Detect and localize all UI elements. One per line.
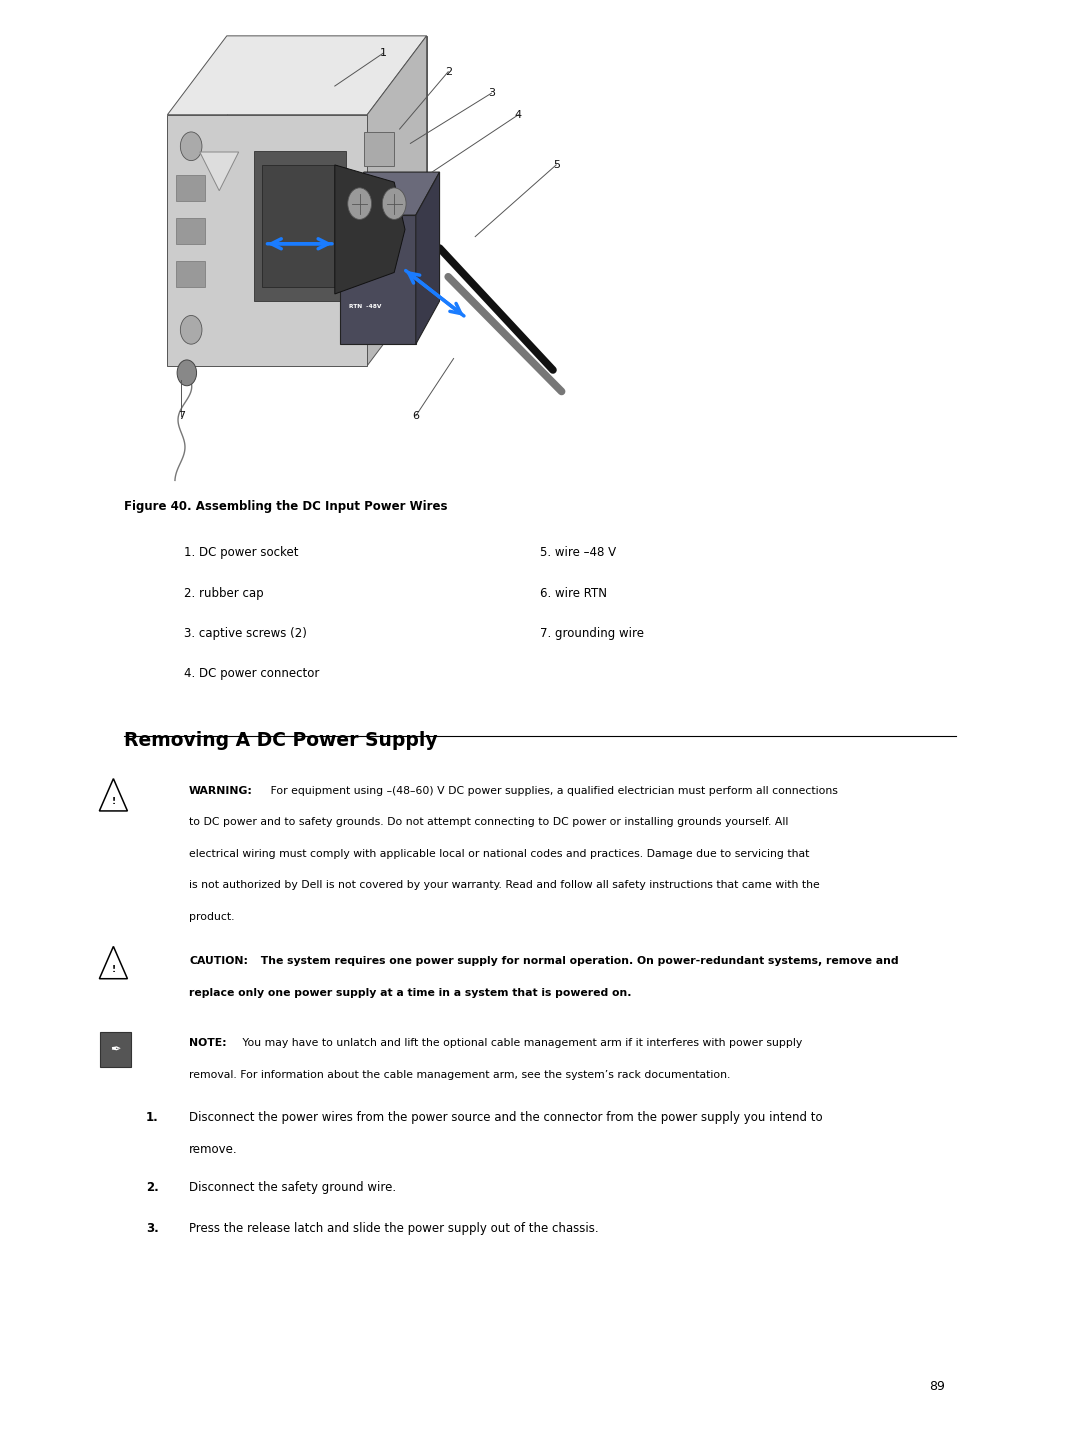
Text: 4. DC power connector: 4. DC power connector <box>184 667 319 680</box>
Text: 6: 6 <box>413 412 419 420</box>
Polygon shape <box>200 152 239 191</box>
FancyBboxPatch shape <box>100 1032 131 1067</box>
Polygon shape <box>176 261 205 287</box>
Text: 4: 4 <box>515 110 522 119</box>
Text: 2.: 2. <box>146 1180 159 1193</box>
Circle shape <box>348 188 372 219</box>
Polygon shape <box>416 172 440 344</box>
Text: 3.: 3. <box>146 1222 159 1235</box>
Text: Disconnect the safety ground wire.: Disconnect the safety ground wire. <box>189 1180 396 1193</box>
Polygon shape <box>254 151 346 301</box>
Polygon shape <box>262 165 337 287</box>
Polygon shape <box>335 165 405 294</box>
Polygon shape <box>176 218 205 244</box>
Text: 1.: 1. <box>146 1111 159 1124</box>
Text: 1: 1 <box>380 49 387 57</box>
Text: 89: 89 <box>929 1380 945 1392</box>
Text: 5: 5 <box>553 161 559 169</box>
Text: CAUTION:: CAUTION: <box>189 956 248 967</box>
Text: 2. rubber cap: 2. rubber cap <box>184 587 264 599</box>
Polygon shape <box>364 132 394 166</box>
Circle shape <box>382 188 406 219</box>
Text: electrical wiring must comply with applicable local or national codes and practi: electrical wiring must comply with appli… <box>189 849 809 859</box>
Text: The system requires one power supply for normal operation. On power-redundant sy: The system requires one power supply for… <box>257 956 899 967</box>
Text: 3: 3 <box>488 89 495 98</box>
Text: remove.: remove. <box>189 1143 238 1156</box>
Text: For equipment using –(48–60) V DC power supplies, a qualified electrician must p: For equipment using –(48–60) V DC power … <box>267 786 838 796</box>
Circle shape <box>180 315 202 344</box>
Text: replace only one power supply at a time in a system that is powered on.: replace only one power supply at a time … <box>189 988 632 998</box>
Polygon shape <box>176 175 205 201</box>
Text: RTN  -48V: RTN -48V <box>349 304 381 310</box>
Text: Press the release latch and slide the power supply out of the chassis.: Press the release latch and slide the po… <box>189 1222 598 1235</box>
Text: Removing A DC Power Supply: Removing A DC Power Supply <box>124 731 437 750</box>
Text: removal. For information about the cable management arm, see the system’s rack d: removal. For information about the cable… <box>189 1070 730 1080</box>
Text: Figure 40. Assembling the DC Input Power Wires: Figure 40. Assembling the DC Input Power… <box>124 500 448 513</box>
Text: 3. captive screws (2): 3. captive screws (2) <box>184 627 307 640</box>
Polygon shape <box>367 36 427 366</box>
Text: WARNING:: WARNING: <box>189 786 253 796</box>
Polygon shape <box>99 779 127 812</box>
Polygon shape <box>340 172 440 215</box>
Text: to DC power and to safety grounds. Do not attempt connecting to DC power or inst: to DC power and to safety grounds. Do no… <box>189 817 788 827</box>
Text: 6. wire RTN: 6. wire RTN <box>540 587 607 599</box>
Polygon shape <box>340 215 416 344</box>
Text: NOTE:: NOTE: <box>189 1038 227 1048</box>
Polygon shape <box>99 946 127 979</box>
Text: You may have to unlatch and lift the optional cable management arm if it interfe: You may have to unlatch and lift the opt… <box>239 1038 802 1048</box>
Circle shape <box>180 132 202 161</box>
Circle shape <box>177 360 197 386</box>
Text: 2: 2 <box>445 67 451 76</box>
Text: Disconnect the power wires from the power source and the connector from the powe: Disconnect the power wires from the powe… <box>189 1111 823 1124</box>
Text: ✒: ✒ <box>110 1043 121 1057</box>
Text: 7: 7 <box>178 412 185 420</box>
Text: 7. grounding wire: 7. grounding wire <box>540 627 644 640</box>
Polygon shape <box>227 36 427 287</box>
Text: !: ! <box>111 965 116 974</box>
Text: is not authorized by Dell is not covered by your warranty. Read and follow all s: is not authorized by Dell is not covered… <box>189 880 820 891</box>
Polygon shape <box>167 115 367 366</box>
Text: 1. DC power socket: 1. DC power socket <box>184 546 298 559</box>
Polygon shape <box>167 36 427 115</box>
Text: 5. wire –48 V: 5. wire –48 V <box>540 546 616 559</box>
Text: !: ! <box>111 797 116 806</box>
Text: product.: product. <box>189 912 234 922</box>
